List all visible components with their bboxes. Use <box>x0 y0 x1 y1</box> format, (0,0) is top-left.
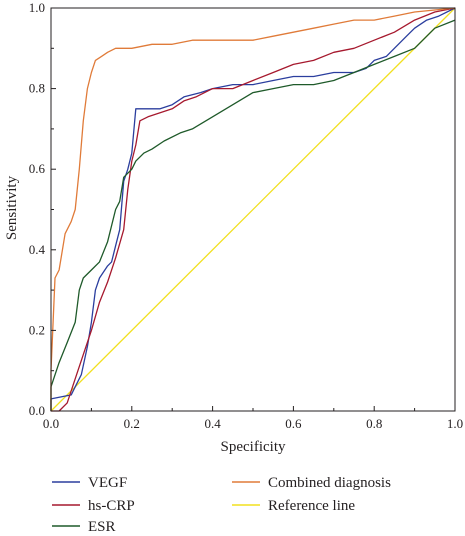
x-tick-label: 0.8 <box>366 416 382 431</box>
legend-label: Combined diagnosis <box>268 475 391 491</box>
y-tick-label: 0.8 <box>29 81 45 96</box>
y-tick-label: 0.0 <box>29 403 45 418</box>
x-axis-label: Specificity <box>221 439 286 455</box>
series-line-reference-line <box>50 7 456 412</box>
legend-label: hs-CRP <box>88 498 135 514</box>
x-tick-label: 1.0 <box>447 416 463 431</box>
axis-ticks <box>50 7 456 412</box>
y-tick-label: 0.6 <box>29 161 46 176</box>
legend-label: ESR <box>88 519 116 535</box>
x-tick-labels: 0.0 0.2 0.4 0.6 0.8 1.0 <box>43 416 463 431</box>
series-line-esr <box>50 19 456 411</box>
series-line-vegf <box>50 7 456 411</box>
legend: VEGF hs-CRP ESR Combined diagnosis Reference… <box>52 475 391 535</box>
x-tick-label: 0.0 <box>43 416 59 431</box>
legend-label: Reference line <box>268 498 355 514</box>
y-tick-labels: 0.0 0.2 0.4 0.6 0.8 1.0 <box>29 0 46 418</box>
y-tick-label: 0.4 <box>29 242 46 257</box>
series-line-combined-diagnosis <box>50 7 456 411</box>
x-tick-label: 0.6 <box>285 416 302 431</box>
legend-label: VEGF <box>88 475 127 491</box>
y-axis-label: Sensitivity <box>4 175 20 240</box>
y-tick-label: 0.2 <box>29 322 45 337</box>
y-tick-label: 1.0 <box>29 0 45 15</box>
x-tick-label: 0.2 <box>124 416 140 431</box>
x-tick-label: 0.4 <box>204 416 221 431</box>
series-line-hs-crp <box>51 7 456 412</box>
plot-lines <box>50 7 456 412</box>
